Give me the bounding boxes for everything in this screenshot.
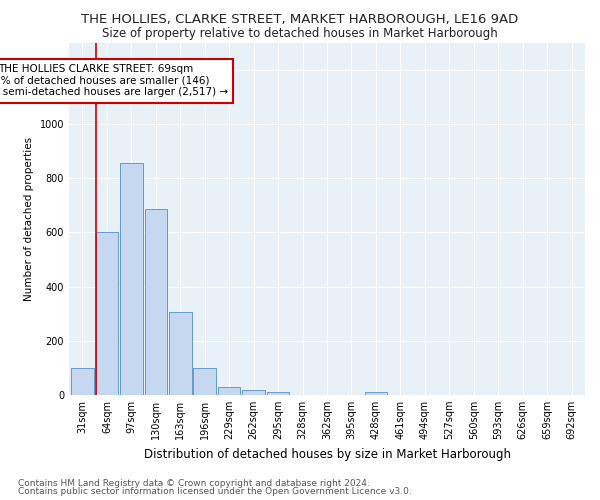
Bar bbox=[218, 387, 241, 395]
Text: THE HOLLIES, CLARKE STREET, MARKET HARBOROUGH, LE16 9AD: THE HOLLIES, CLARKE STREET, MARKET HARBO… bbox=[82, 12, 518, 26]
Bar bbox=[145, 210, 167, 395]
Bar bbox=[120, 163, 143, 395]
Text: Size of property relative to detached houses in Market Harborough: Size of property relative to detached ho… bbox=[102, 28, 498, 40]
Y-axis label: Number of detached properties: Number of detached properties bbox=[24, 136, 34, 301]
Bar bbox=[193, 368, 216, 395]
Text: THE HOLLIES CLARKE STREET: 69sqm
← 5% of detached houses are smaller (146)
94% o: THE HOLLIES CLARKE STREET: 69sqm ← 5% of… bbox=[0, 64, 228, 98]
Bar bbox=[365, 392, 387, 395]
Text: Contains HM Land Registry data © Crown copyright and database right 2024.: Contains HM Land Registry data © Crown c… bbox=[18, 478, 370, 488]
Bar bbox=[242, 390, 265, 395]
Text: Contains public sector information licensed under the Open Government Licence v3: Contains public sector information licen… bbox=[18, 487, 412, 496]
Bar bbox=[169, 312, 191, 395]
Bar bbox=[267, 392, 289, 395]
X-axis label: Distribution of detached houses by size in Market Harborough: Distribution of detached houses by size … bbox=[143, 448, 511, 460]
Bar bbox=[95, 232, 118, 395]
Bar bbox=[71, 368, 94, 395]
